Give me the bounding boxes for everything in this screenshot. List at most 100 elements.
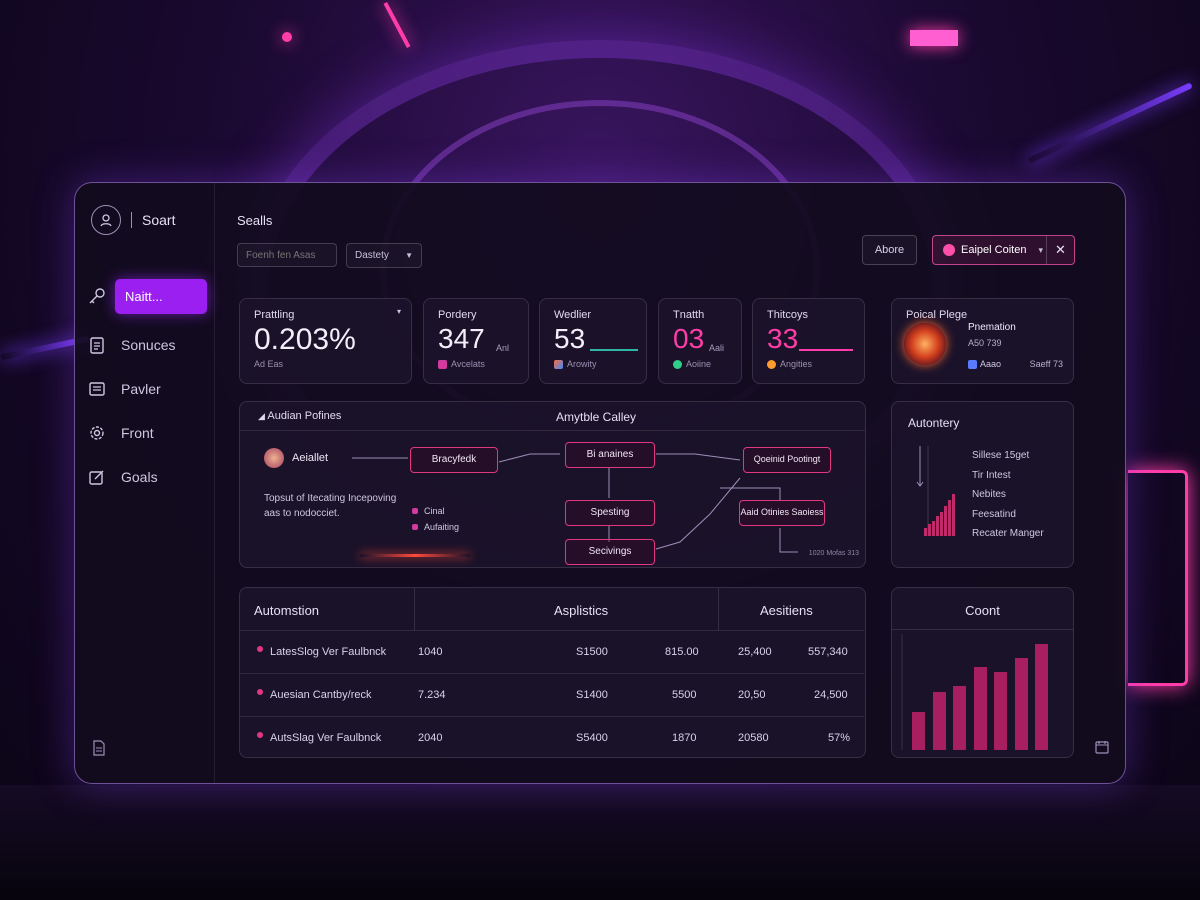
- stat-sub: Angities: [767, 359, 812, 369]
- check-icon: [673, 359, 682, 369]
- user-name: Eaipel Coiten: [961, 244, 1027, 256]
- legend-item: Cinal: [412, 506, 445, 516]
- table-cell: 7.234: [418, 689, 446, 701]
- column-header[interactable]: Automstion: [254, 603, 320, 618]
- status-dot: [257, 689, 263, 695]
- calendar-icon[interactable]: [1095, 740, 1109, 759]
- flow-node[interactable]: Spesting: [565, 500, 655, 526]
- chevron-down-icon[interactable]: ▾: [1038, 244, 1043, 255]
- flow-start-node[interactable]: Aeiallet: [264, 448, 328, 468]
- list-item[interactable]: Tir Intest: [972, 469, 1011, 481]
- user-chip[interactable]: Eaipel Coiten ▾ ✕: [932, 235, 1075, 265]
- background-neon-stripe: [383, 1, 411, 49]
- stat-icon: [554, 359, 563, 369]
- chart-bar: [1035, 644, 1048, 750]
- filter-select-value: Dastety: [355, 250, 389, 261]
- table-cell: 557,340: [808, 646, 848, 658]
- stat-label: Pordery: [438, 309, 477, 321]
- profile-card[interactable]: Poical Plege Pnemation A50 739 Aaao Saef…: [891, 298, 1074, 384]
- sidebar-item-label: Sonuces: [121, 337, 176, 353]
- legend-label: Aufaiting: [424, 522, 460, 532]
- list-item[interactable]: Nebites: [972, 489, 1006, 500]
- table-cell: 5500: [672, 689, 697, 701]
- chevron-down-icon: ▼: [405, 251, 413, 260]
- stat-card[interactable]: Prattling ▾ 0.203% Ad Eas: [239, 298, 412, 384]
- legend-item: Aufaiting: [412, 522, 459, 532]
- sidebar-item-label: Front: [121, 425, 154, 441]
- stat-label: Thitcoys: [767, 309, 808, 321]
- autonomy-list: Sillese 15get Tir Intest Nebites Feesati…: [972, 446, 1044, 544]
- profile-footer-right: Saeff 73: [1029, 359, 1063, 369]
- profile-footer-left: Aaao: [968, 359, 1001, 369]
- dashboard-window: Soart Naitt... Sonuces Pavler Fr: [74, 182, 1126, 784]
- sidebar-item-goals[interactable]: Goals: [87, 460, 211, 494]
- filter-select[interactable]: Dastety ▼: [346, 243, 422, 268]
- flow-node[interactable]: Bracyfedk: [410, 447, 498, 473]
- count-chart-title: Coont: [965, 603, 1000, 618]
- chart-bar: [912, 712, 925, 750]
- stat-card[interactable]: Wedlier 53 Arowity: [539, 298, 647, 384]
- table-cell: 815.00: [665, 646, 699, 658]
- stat-sub-text: Arowity: [567, 359, 597, 369]
- stat-label: Wedlier: [554, 309, 592, 321]
- sidebar-item-pavler[interactable]: Pavler: [87, 372, 211, 406]
- table-cell: AutsSlag Ver Faulbnck: [270, 732, 382, 744]
- sidebar-item-active[interactable]: Naitt...: [115, 279, 207, 314]
- table-row[interactable]: AutsSlag Ver Faulbnck 2040 S5400 1870 20…: [240, 716, 864, 760]
- background-floor: [0, 785, 1200, 900]
- column-header[interactable]: Asplistics: [554, 603, 609, 618]
- stat-sub: Avcelats: [438, 359, 485, 369]
- stat-card[interactable]: Thitcoys 33 Angities: [752, 298, 865, 384]
- chevron-down-icon[interactable]: ▾: [396, 307, 401, 316]
- stat-sparkline: [590, 349, 638, 351]
- close-icon[interactable]: ✕: [1046, 236, 1074, 264]
- document-icon: [87, 379, 107, 399]
- list-item[interactable]: Recater Manger: [972, 528, 1044, 539]
- pin-icon: ◢: [258, 411, 268, 421]
- flow-node[interactable]: Bi anaines: [565, 442, 655, 468]
- flow-node[interactable]: Qoeinid Pootingt: [743, 447, 831, 473]
- sidebar-item-sources[interactable]: Sonuces: [87, 328, 211, 362]
- column-header[interactable]: Aesitiens: [760, 603, 813, 618]
- flow-heading-text: Audian Pofines: [267, 410, 342, 422]
- search-input[interactable]: [237, 243, 337, 267]
- list-item[interactable]: Feesatind: [972, 508, 1016, 520]
- brand-name: Soart: [142, 212, 176, 228]
- stat-sub: Aoiine: [673, 359, 711, 369]
- table-cell: 20,50: [738, 689, 766, 701]
- user-dot-icon: [943, 244, 955, 256]
- legend-label: Cinal: [424, 506, 445, 516]
- brand[interactable]: Soart: [91, 205, 175, 235]
- table-row[interactable]: LatesSlog Ver Faulbnck 1040 S1500 815.00…: [240, 630, 864, 674]
- gear-icon: [87, 423, 107, 443]
- user-icon: [100, 214, 112, 227]
- column-divider: [414, 588, 415, 630]
- flow-heading-center: Amytble Calley: [556, 410, 637, 424]
- flow-node[interactable]: Secivings: [565, 539, 655, 565]
- glow-accent: [360, 554, 470, 557]
- profile-detail: A50 739: [968, 338, 1002, 348]
- edit-icon: [87, 467, 107, 487]
- background-neon-block: [910, 30, 958, 46]
- flow-description: Topsut of Itecating Incepoving aas to no…: [264, 493, 397, 519]
- stat-card[interactable]: Pordery 347 Anl Avcelats: [423, 298, 529, 384]
- stat-card[interactable]: Tnatth 03 Aali Aoiine: [658, 298, 742, 384]
- table-row[interactable]: Auesian Cantby/reck 7.234 S1400 5500 20,…: [240, 673, 864, 717]
- flow-node[interactable]: Aaid Otinies Saoiess: [739, 500, 825, 526]
- main-content: Sealls Dastety ▼ Abore Eaipel Coiten ▾ ✕…: [215, 183, 1125, 783]
- flow-start-label: Aeiallet: [292, 452, 329, 464]
- sidebar-item-front[interactable]: Front: [87, 416, 211, 450]
- header-button[interactable]: Abore: [862, 235, 917, 265]
- sidebar-item-search[interactable]: [87, 279, 211, 313]
- table-cell: 57%: [828, 732, 851, 744]
- stat-sub: Arowity: [554, 359, 597, 369]
- stat-label: Prattling: [254, 309, 295, 321]
- flow-heading-left: ◢ Audian Pofines: [258, 410, 341, 422]
- list-item[interactable]: Sillese 15get: [972, 450, 1030, 461]
- stat-icon: [438, 359, 447, 369]
- column-divider: [718, 588, 719, 630]
- legend-swatch: [412, 524, 418, 530]
- table-cell: 1870: [672, 732, 697, 744]
- file-icon[interactable]: [92, 740, 106, 761]
- status-dot: [257, 732, 263, 738]
